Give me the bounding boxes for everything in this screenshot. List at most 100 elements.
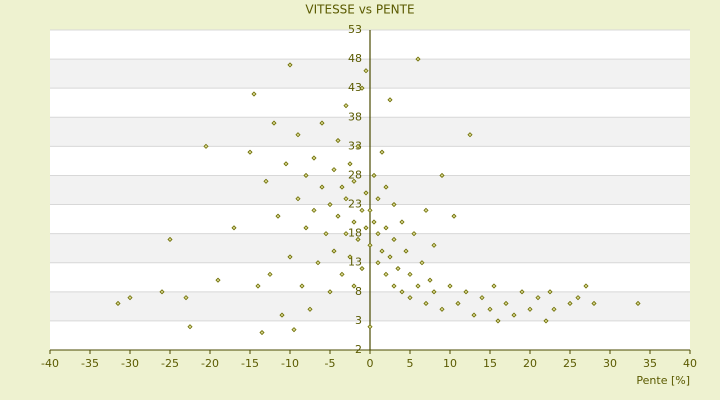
point (467, 132, 473, 138)
point (343, 196, 349, 202)
point (127, 295, 133, 301)
point (351, 178, 357, 184)
point (463, 289, 469, 295)
chart-title: VITESSE vs PENTE (305, 3, 414, 17)
point (355, 143, 361, 149)
x-tick-label: 5 (407, 357, 414, 370)
point (487, 306, 493, 312)
point (471, 312, 477, 318)
point (283, 161, 289, 167)
point (391, 201, 397, 208)
point (331, 248, 337, 254)
point (543, 318, 549, 324)
point (447, 283, 453, 289)
point (367, 207, 373, 213)
point (231, 225, 237, 231)
x-tick-label: 15 (483, 357, 497, 370)
point (347, 161, 353, 167)
point (339, 271, 345, 277)
point (183, 295, 189, 301)
x-tick-label: 30 (603, 357, 617, 370)
x-tick-label: -15 (241, 357, 259, 370)
point (391, 236, 397, 243)
y-tick-label: 38 (348, 110, 362, 123)
y-tick-label: 3 (355, 314, 362, 327)
point (455, 300, 461, 307)
point (271, 120, 277, 126)
x-tick-label: -20 (201, 357, 219, 370)
point (367, 324, 373, 330)
point (295, 196, 301, 202)
point (279, 312, 285, 318)
point (247, 149, 253, 155)
point (439, 172, 445, 179)
point (375, 196, 381, 202)
point (259, 329, 265, 336)
y-tick-label: 23 (348, 198, 362, 211)
point (423, 207, 429, 213)
point (267, 271, 273, 277)
x-tick-label: 25 (563, 357, 577, 370)
point (275, 213, 281, 219)
point (343, 103, 349, 109)
point (583, 283, 589, 289)
point (307, 306, 313, 312)
point (291, 327, 297, 333)
point (363, 190, 369, 196)
point (415, 283, 421, 289)
x-tick-label: -10 (281, 357, 299, 370)
point (315, 260, 321, 266)
point (591, 300, 597, 307)
point (411, 231, 417, 237)
point (351, 283, 357, 289)
point (363, 68, 369, 74)
point (511, 312, 517, 318)
point (451, 213, 457, 219)
point (339, 184, 345, 190)
point (379, 248, 385, 254)
point (287, 254, 293, 260)
point (327, 201, 333, 208)
y-tick-label: 33 (348, 139, 362, 152)
point (527, 306, 533, 312)
point (383, 184, 389, 190)
x-tick-label: 35 (643, 357, 657, 370)
point (203, 143, 209, 149)
point (439, 306, 445, 312)
point (551, 306, 557, 312)
point (535, 295, 541, 301)
y-tick-label: 53 (348, 23, 362, 36)
x-tick-label: -40 (41, 357, 59, 370)
point (491, 283, 497, 289)
point (383, 271, 389, 277)
y-tick-label: -2 (351, 343, 362, 356)
point (495, 318, 501, 324)
y-tick-label: 13 (348, 256, 362, 269)
point (159, 289, 165, 295)
point (387, 254, 393, 260)
y-tick-label: 18 (348, 227, 362, 240)
point (187, 324, 193, 330)
point (431, 289, 437, 295)
point (635, 300, 641, 307)
point (351, 219, 357, 225)
point (399, 219, 405, 225)
x-tick-label: -25 (161, 357, 179, 370)
x-tick-label: -35 (81, 357, 99, 370)
point (335, 137, 341, 144)
point (299, 283, 305, 289)
point (303, 225, 309, 231)
x-axis-label: Pente [%] (636, 374, 690, 387)
point (567, 300, 573, 307)
point (387, 97, 393, 103)
point (503, 300, 509, 307)
point (319, 184, 325, 190)
y-tick-label: 8 (355, 285, 362, 298)
y-tick-label: 28 (348, 168, 362, 181)
point (327, 289, 333, 295)
point (575, 295, 581, 301)
point (395, 265, 401, 272)
point (343, 231, 349, 237)
point (335, 213, 341, 219)
